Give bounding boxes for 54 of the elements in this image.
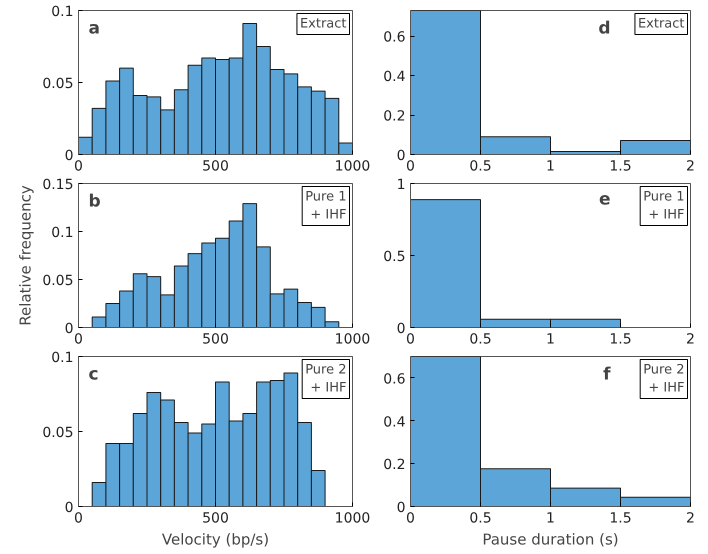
y-tick-label: 0.05 [42,425,74,441]
y-tick-label: 0.1 [51,4,74,20]
x-tick-label: 1 [546,158,555,174]
y-tick-label: 0.6 [383,30,406,46]
x-tick-label: 0.5 [469,510,492,526]
annotation: d [598,18,611,38]
y-tick-label: 0.2 [383,108,406,125]
y-tick-label: 0 [396,321,406,337]
x-axis-title: Velocity (bp/s) [162,530,270,548]
x-tick-label: 1000 [334,510,370,526]
y-tick-label: 0.1 [51,225,74,241]
y-tick-label: 0.2 [383,457,406,474]
x-tick-label: 1000 [334,332,370,348]
y-tick-label: 0.05 [42,76,74,92]
x-tick-label: 0.5 [469,158,492,174]
x-tick-label: 500 [202,510,229,526]
y-tick-label: 0 [64,500,74,516]
y-tick-label: 0 [64,148,74,164]
annotation: b [88,192,101,212]
annotation: a [88,18,100,38]
y-tick-label: 0.4 [383,414,406,430]
y-tick-label: 0.1 [51,350,74,366]
x-tick-label: 500 [202,332,229,348]
y-tick-label: 0.05 [42,273,74,289]
x-tick-label: 500 [202,158,229,174]
y-tick-label: 0 [64,321,74,337]
x-tick-label: 1000 [334,158,370,174]
annotation: Extract [638,16,684,32]
x-axis-title: Pause duration (s) [482,530,619,548]
y-tick-label: 0.4 [383,69,406,86]
y-tick-label: 0 [396,500,406,516]
annotation: e [598,190,610,210]
annotation: Extract [300,16,346,32]
y-axis-title: Relative frequency [16,185,34,326]
y-tick-label: 0.5 [383,249,406,265]
x-tick-label: 1 [546,510,555,526]
x-tick-label: 1.5 [609,158,632,174]
x-tick-label: 2 [686,510,695,526]
x-tick-label: 2 [686,332,695,348]
y-tick-label: 0.6 [383,371,406,388]
annotation: Pure 1 + IHF [643,190,685,222]
annotation: c [88,364,99,384]
annotation: Pure 2 + IHF [305,362,347,396]
annotation: Pure 2 + IHF [643,362,685,396]
y-tick-label: 0 [396,148,406,164]
x-tick-label: 1.5 [609,510,632,526]
x-tick-label: 1 [546,332,555,348]
x-tick-label: 0.5 [469,332,492,348]
y-tick-label: 0.15 [42,177,74,193]
y-tick-label: 1 [396,177,406,193]
x-tick-label: 1.5 [609,332,632,348]
x-tick-label: 2 [686,158,695,174]
annotation: f [603,364,612,384]
annotation: Pure 1 + IHF [305,190,347,222]
